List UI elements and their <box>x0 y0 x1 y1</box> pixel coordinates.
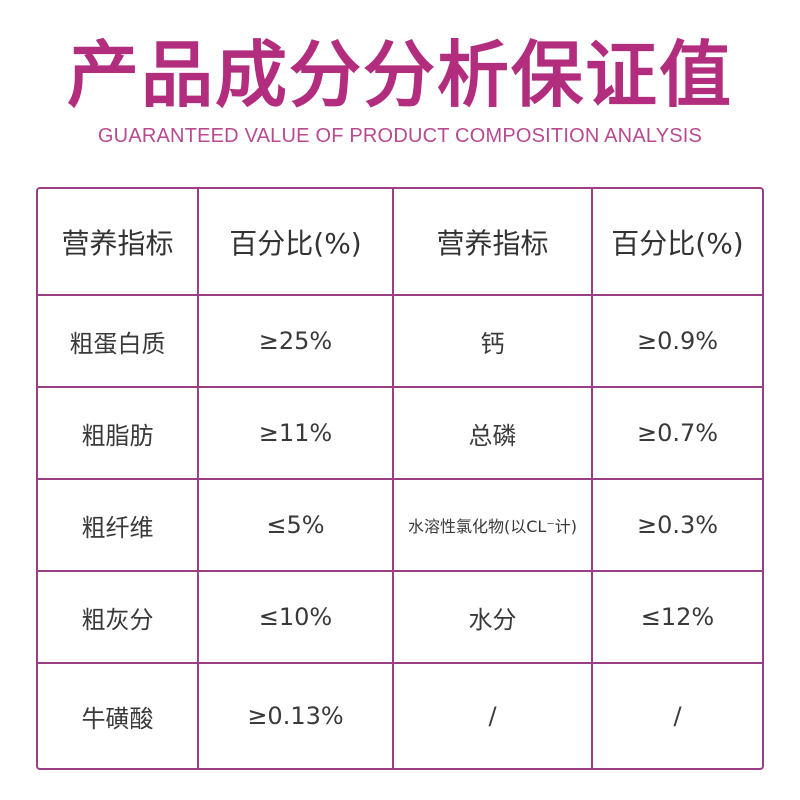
cell-percent: ≤10% <box>197 570 394 664</box>
table-row: 粗灰分 ≤10% 水分 ≤12% <box>38 570 762 664</box>
cell-nutrient: 总磷 <box>392 386 593 480</box>
cell-percent: ≤12% <box>591 570 762 664</box>
cell-nutrient: 水分 <box>392 570 593 664</box>
table-row: 粗蛋白质 ≥25% 钙 ≥0.9% <box>38 294 762 388</box>
cell-percent: / <box>591 662 762 768</box>
cell-nutrient: / <box>392 662 593 768</box>
composition-table: 营养指标 百分比(%) 营养指标 百分比(%) 粗蛋白质 ≥25% 钙 ≥0.9… <box>38 189 762 768</box>
header-nutrient-right: 营养指标 <box>392 189 593 296</box>
page-title: 产品成分分析保证值 <box>66 32 733 117</box>
cell-percent: ≥0.7% <box>591 386 762 480</box>
cell-nutrient: 粗蛋白质 <box>38 294 199 388</box>
table-row: 牛磺酸 ≥0.13% / / <box>38 662 762 768</box>
cell-percent: ≤5% <box>197 478 394 572</box>
cell-nutrient: 粗脂肪 <box>38 386 199 480</box>
cell-nutrient: 粗灰分 <box>38 570 199 664</box>
cell-percent: ≥0.3% <box>591 478 762 572</box>
table-header-row: 营养指标 百分比(%) 营养指标 百分比(%) <box>38 189 762 296</box>
header-percent-right: 百分比(%) <box>591 189 762 296</box>
table-row: 粗脂肪 ≥11% 总磷 ≥0.7% <box>38 386 762 480</box>
composition-table-frame: 营养指标 百分比(%) 营养指标 百分比(%) 粗蛋白质 ≥25% 钙 ≥0.9… <box>36 187 764 770</box>
cell-percent: ≥0.9% <box>591 294 762 388</box>
cell-nutrient: 牛磺酸 <box>38 662 199 768</box>
table-row: 粗纤维 ≤5% 水溶性氯化物(以CL⁻计) ≥0.3% <box>38 478 762 572</box>
cell-percent: ≥0.13% <box>197 662 394 768</box>
cell-nutrient: 钙 <box>392 294 593 388</box>
cell-nutrient: 粗纤维 <box>38 478 199 572</box>
cell-percent: ≥11% <box>197 386 394 480</box>
page-subtitle: GUARANTEED VALUE OF PRODUCT COMPOSITION … <box>97 125 703 147</box>
header-nutrient-left: 营养指标 <box>38 189 199 296</box>
cell-nutrient: 水溶性氯化物(以CL⁻计) <box>392 478 593 572</box>
cell-percent: ≥25% <box>197 294 394 388</box>
header-percent-left: 百分比(%) <box>197 189 394 296</box>
